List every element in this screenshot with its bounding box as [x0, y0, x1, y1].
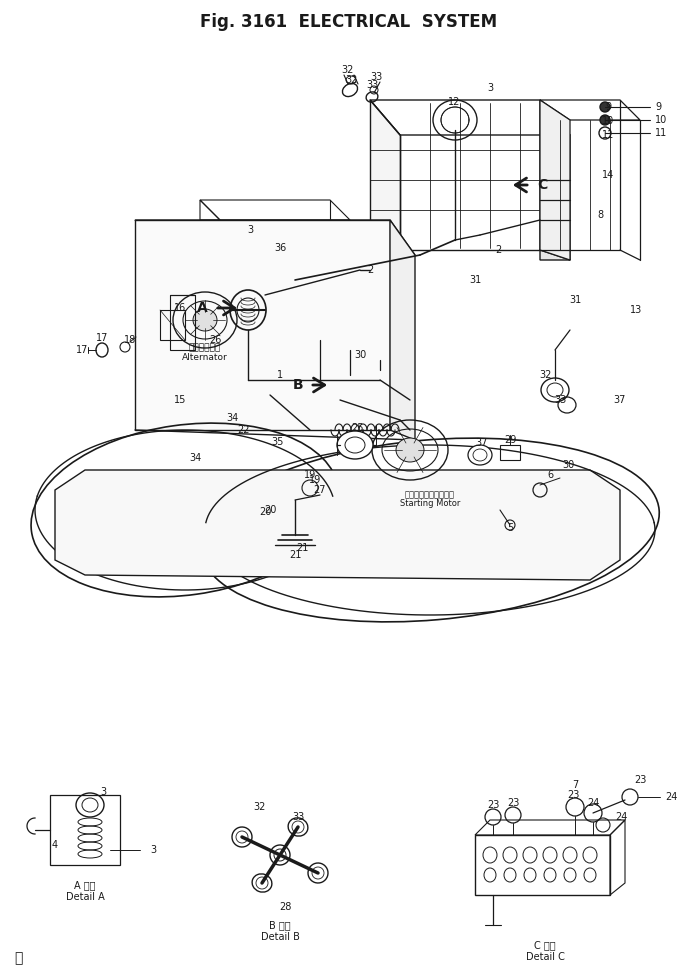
Text: 8: 8 — [597, 210, 603, 220]
Text: 3: 3 — [100, 787, 106, 797]
Text: C 詳細: C 詳細 — [534, 940, 556, 950]
Text: 35: 35 — [272, 437, 284, 447]
Text: 34: 34 — [226, 413, 238, 423]
Ellipse shape — [396, 438, 424, 462]
Text: 25: 25 — [352, 423, 365, 433]
Text: 24: 24 — [665, 792, 677, 802]
Text: 3: 3 — [487, 83, 493, 93]
Polygon shape — [390, 220, 415, 440]
Text: 9: 9 — [655, 102, 661, 112]
Text: Detail C: Detail C — [526, 952, 565, 962]
Text: 5: 5 — [507, 523, 513, 533]
Text: 4: 4 — [52, 840, 58, 850]
Text: 22: 22 — [237, 425, 250, 435]
Text: 1: 1 — [277, 370, 283, 380]
Text: 24: 24 — [587, 798, 599, 808]
Text: 23: 23 — [507, 798, 519, 808]
Text: 15: 15 — [174, 395, 186, 405]
Text: 26: 26 — [209, 335, 221, 345]
Text: 24: 24 — [615, 812, 627, 822]
Text: ・: ・ — [14, 951, 22, 965]
Polygon shape — [540, 100, 570, 260]
Text: 33: 33 — [370, 72, 382, 82]
Text: 17: 17 — [95, 333, 108, 343]
Text: 27: 27 — [314, 485, 326, 495]
Ellipse shape — [600, 115, 610, 125]
Text: Detail A: Detail A — [66, 892, 105, 902]
Text: 11: 11 — [655, 128, 667, 138]
Text: 19: 19 — [309, 475, 321, 485]
Text: 29: 29 — [504, 435, 516, 445]
Text: 32: 32 — [342, 65, 354, 75]
Text: 11: 11 — [602, 130, 614, 140]
Text: Fig. 3161  ELECTRICAL  SYSTEM: Fig. 3161 ELECTRICAL SYSTEM — [200, 13, 497, 31]
Text: 10: 10 — [602, 116, 614, 126]
Text: A: A — [197, 301, 208, 315]
Text: 36: 36 — [274, 243, 286, 253]
Text: 34: 34 — [189, 453, 201, 463]
Text: 23: 23 — [567, 790, 579, 800]
Text: 3: 3 — [150, 845, 156, 855]
Text: Detail B: Detail B — [261, 932, 300, 942]
Text: 31: 31 — [469, 275, 481, 285]
Text: C: C — [537, 178, 547, 192]
Text: 37: 37 — [476, 438, 488, 448]
Text: 33: 33 — [292, 812, 304, 822]
Ellipse shape — [337, 431, 373, 459]
Text: 3: 3 — [247, 225, 253, 235]
Text: 9: 9 — [605, 102, 611, 112]
Text: 21: 21 — [289, 550, 301, 560]
Text: Starting Motor: Starting Motor — [400, 499, 460, 509]
Text: 32: 32 — [346, 75, 358, 85]
Polygon shape — [540, 100, 570, 260]
Text: 14: 14 — [602, 170, 614, 180]
Text: B: B — [292, 378, 303, 392]
Text: 23: 23 — [487, 800, 499, 810]
Text: 32: 32 — [254, 802, 266, 812]
Text: 20: 20 — [259, 507, 271, 517]
Text: スターティングモータ: スターティングモータ — [405, 490, 455, 499]
Ellipse shape — [193, 309, 217, 331]
Polygon shape — [55, 470, 620, 580]
Text: 23: 23 — [634, 775, 646, 785]
Text: B 詳細: B 詳細 — [269, 920, 291, 930]
Polygon shape — [370, 100, 400, 250]
Text: 32: 32 — [539, 370, 551, 380]
Text: 18: 18 — [124, 335, 136, 345]
Text: 37: 37 — [614, 395, 626, 405]
Ellipse shape — [600, 102, 610, 112]
Text: 19: 19 — [304, 470, 316, 480]
Text: 17: 17 — [76, 345, 88, 355]
Ellipse shape — [468, 445, 492, 465]
Text: オルタネータ: オルタネータ — [189, 344, 221, 352]
Text: 33: 33 — [366, 80, 378, 90]
Text: 31: 31 — [569, 295, 581, 305]
Text: Alternator: Alternator — [182, 352, 228, 361]
Text: 21: 21 — [296, 543, 308, 553]
Text: 10: 10 — [655, 115, 667, 125]
Text: 28: 28 — [279, 902, 291, 912]
Text: 13: 13 — [630, 305, 642, 315]
Polygon shape — [135, 220, 390, 430]
Text: 16: 16 — [174, 303, 186, 313]
Text: 30: 30 — [562, 460, 574, 470]
Text: A 詳細: A 詳細 — [75, 880, 95, 890]
Text: 33: 33 — [554, 395, 566, 405]
Text: 2: 2 — [367, 265, 373, 275]
Text: 6: 6 — [547, 470, 553, 480]
Text: 12: 12 — [447, 97, 460, 107]
Text: 30: 30 — [354, 350, 366, 360]
Text: 2: 2 — [495, 245, 501, 255]
Text: 20: 20 — [263, 505, 276, 515]
Text: 7: 7 — [572, 780, 578, 790]
